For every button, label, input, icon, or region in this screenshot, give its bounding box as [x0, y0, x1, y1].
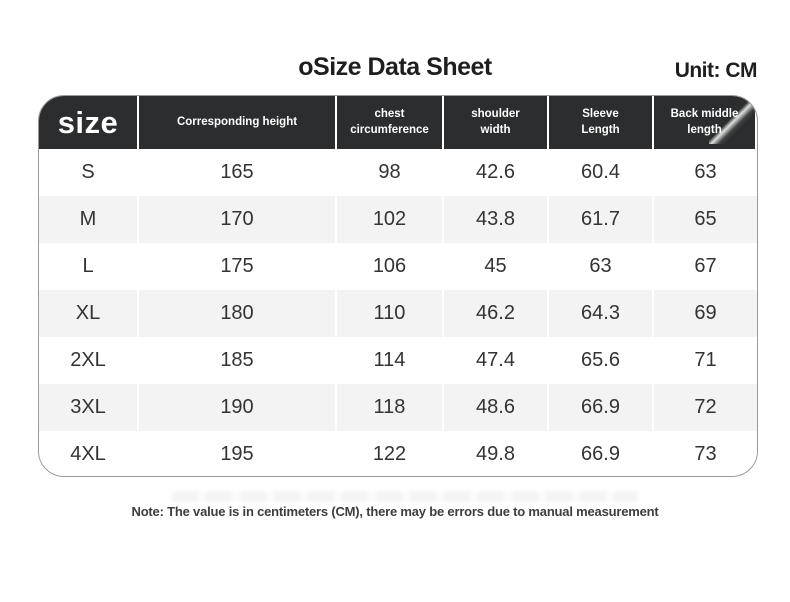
value-cell: 106 — [337, 243, 444, 290]
size-table: size Corresponding height chest circumfe… — [38, 95, 758, 477]
unit-label: Unit: CM — [674, 59, 758, 82]
header-cell-shoulder-width: shoulder width — [444, 96, 549, 149]
table-row-xl: XL 180 110 46.2 64.3 69 — [39, 290, 757, 337]
table-row-4xl: 4XL 195 122 49.8 66.9 73 — [39, 431, 757, 476]
value-cell: 69 — [694, 302, 717, 324]
header-cell-back-middle-length: Back middle length — [654, 96, 757, 149]
value-cell: 71 — [694, 349, 717, 371]
value-cell: 72 — [694, 396, 717, 418]
table-row-m: M 170 102 43.8 61.7 65 — [39, 196, 757, 243]
value-cell: 165 — [139, 149, 337, 196]
value-cell: 66.9 — [549, 384, 654, 431]
value-cell: 118 — [337, 384, 444, 431]
value-cell: 175 — [139, 243, 337, 290]
value-cell: 67 — [694, 255, 717, 277]
row-label-cell: M — [39, 196, 139, 243]
value-cell: 42.6 — [444, 149, 549, 196]
table-row-l: L 175 106 45 63 67 — [39, 243, 757, 290]
value-cell: 195 — [139, 431, 337, 476]
value-cell: 110 — [337, 290, 444, 337]
value-cell: 180 — [139, 290, 337, 337]
value-cell: 98 — [337, 149, 444, 196]
row-label-cell: S — [39, 149, 139, 196]
header-cell-corresponding-height: Corresponding height — [139, 96, 337, 149]
header-cell-size: size — [39, 96, 139, 149]
table-row-3xl: 3XL 190 118 48.6 66.9 72 — [39, 384, 757, 431]
value-cell: 43.8 — [444, 196, 549, 243]
value-cell: 60.4 — [549, 149, 654, 196]
value-cell: 49.8 — [444, 431, 549, 476]
value-cell: 73 — [694, 443, 717, 465]
value-cell: 102 — [337, 196, 444, 243]
value-cell: 170 — [139, 196, 337, 243]
value-cell: 64.3 — [549, 290, 654, 337]
value-cell: 65 — [694, 208, 717, 230]
table-header-row: size Corresponding height chest circumfe… — [39, 96, 757, 149]
row-label-cell: 4XL — [39, 431, 139, 476]
header-cell-sleeve-length: Sleeve Length — [549, 96, 654, 149]
row-label-cell: 2XL — [39, 337, 139, 384]
value-cell: 65.6 — [549, 337, 654, 384]
value-cell: 47.4 — [444, 337, 549, 384]
row-label-cell: 3XL — [39, 384, 139, 431]
value-cell: 63 — [694, 161, 717, 183]
page-title: oSize Data Sheet — [298, 53, 492, 81]
value-cell: 46.2 — [444, 290, 549, 337]
note-text: Note: The value is in centimeters (CM), … — [131, 504, 659, 519]
value-cell: 61.7 — [549, 196, 654, 243]
value-cell: 45 — [444, 243, 549, 290]
table-row-2xl: 2XL 185 114 47.4 65.6 71 — [39, 337, 757, 384]
value-cell: 122 — [337, 431, 444, 476]
header-cell-chest-circumference: chest circumference — [337, 96, 444, 149]
value-cell: 114 — [337, 337, 444, 384]
value-cell: 48.6 — [444, 384, 549, 431]
row-label-cell: XL — [39, 290, 139, 337]
value-cell: 185 — [139, 337, 337, 384]
table-row-s: S 165 98 42.6 60.4 63 — [39, 149, 757, 196]
row-label-cell: L — [39, 243, 139, 290]
value-cell: 66.9 — [549, 431, 654, 476]
value-cell: 63 — [549, 243, 654, 290]
value-cell: 190 — [139, 384, 337, 431]
faded-watermark-text — [172, 491, 638, 502]
